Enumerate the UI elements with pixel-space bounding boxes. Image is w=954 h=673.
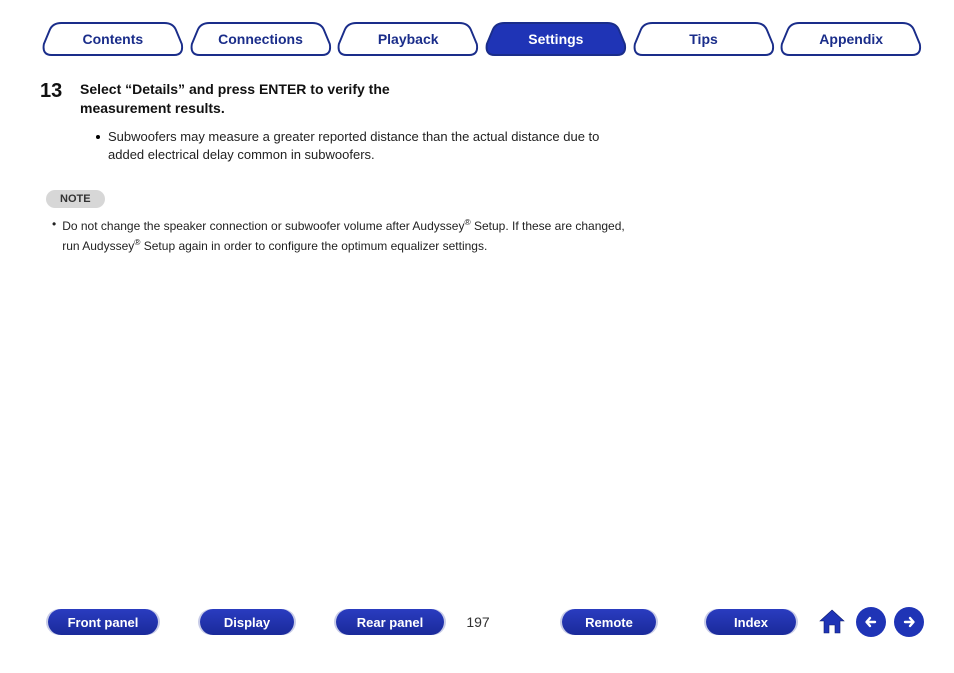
page-number: 197 — [452, 614, 504, 630]
step-title: Select “Details” and press ENTER to veri… — [80, 80, 460, 118]
tab-label: Playback — [335, 22, 481, 56]
note-body: Do not change the speaker connection or … — [62, 216, 640, 255]
remote-button[interactable]: Remote — [562, 609, 656, 635]
previous-page-icon[interactable] — [856, 607, 886, 637]
step-row: 13 Select “Details” and press ENTER to v… — [40, 80, 640, 118]
tab-tips[interactable]: Tips — [631, 22, 777, 56]
bullet-item: Subwoofers may measure a greater reporte… — [96, 128, 636, 164]
tab-appendix[interactable]: Appendix — [778, 22, 924, 56]
tab-settings[interactable]: Settings — [483, 22, 629, 56]
page-content: 13 Select “Details” and press ENTER to v… — [40, 80, 640, 255]
bullet-text: Subwoofers may measure a greater reporte… — [108, 128, 636, 164]
top-tabs: Contents Connections Playback Settings T… — [40, 22, 924, 56]
tab-label: Contents — [40, 22, 186, 56]
display-button[interactable]: Display — [200, 609, 294, 635]
note-text: • Do not change the speaker connection o… — [52, 216, 640, 255]
note-bullet-icon: • — [52, 216, 56, 255]
bottom-bar: Front panel Display Rear panel 197 Remot… — [48, 607, 924, 637]
next-page-icon[interactable] — [894, 607, 924, 637]
step-number: 13 — [40, 80, 68, 118]
bullet-dot-icon — [96, 135, 100, 139]
tab-label: Settings — [483, 22, 629, 56]
tab-label: Connections — [188, 22, 334, 56]
index-button[interactable]: Index — [706, 609, 796, 635]
tab-label: Appendix — [778, 22, 924, 56]
step-bullets: Subwoofers may measure a greater reporte… — [96, 128, 636, 164]
tab-playback[interactable]: Playback — [335, 22, 481, 56]
tab-label: Tips — [631, 22, 777, 56]
tab-connections[interactable]: Connections — [188, 22, 334, 56]
front-panel-button[interactable]: Front panel — [48, 609, 158, 635]
tab-contents[interactable]: Contents — [40, 22, 186, 56]
nav-icon-group — [816, 606, 924, 638]
note-pill: NOTE — [46, 190, 105, 208]
home-icon[interactable] — [816, 606, 848, 638]
rear-panel-button[interactable]: Rear panel — [336, 609, 444, 635]
